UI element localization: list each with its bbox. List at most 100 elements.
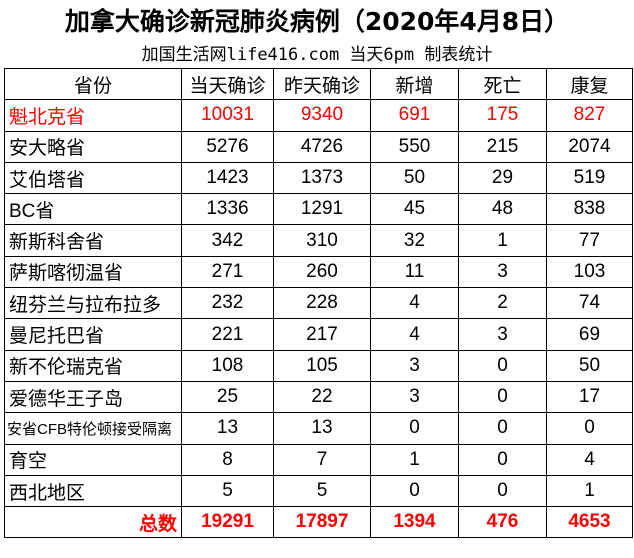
value-cell: 3 [370, 380, 459, 414]
column-header: 昨天确诊 [273, 67, 371, 101]
value-cell: 550 [370, 130, 459, 163]
value-cell: 0 [458, 412, 547, 445]
value-cell: 3 [370, 349, 459, 382]
cases-table: 省份 当天确诊 昨天确诊 新增 死亡 康复 魁北克省 10031 9340 691 175 827 安… [4, 67, 633, 539]
table-row: 安大略省 5276 4726 550 215 2074 [4, 130, 633, 163]
value-cell: 3 [458, 255, 547, 289]
header-row: 省份 当天确诊 昨天确诊 新增 死亡 康复 [4, 67, 633, 101]
table-row: 爱德华王子岛 25 22 3 0 17 [4, 380, 633, 414]
province-cell: 安大略省 [4, 130, 182, 163]
province-cell: 安省CFB特伦顿接受隔离 [4, 412, 182, 445]
value-cell: 0 [458, 380, 547, 414]
table-row: 安省CFB特伦顿接受隔离 13 13 0 0 0 [4, 412, 633, 445]
value-cell: 1423 [181, 161, 274, 195]
value-cell: 4726 [273, 130, 371, 163]
value-cell: 1 [458, 224, 547, 257]
province-cell: BC省 [4, 193, 182, 226]
province-cell: 西北地区 [4, 474, 182, 508]
value-cell: 29 [458, 161, 547, 195]
value-cell: 342 [181, 224, 274, 257]
table-row: 育空 8 7 1 0 4 [4, 443, 633, 476]
subtitle: 加国生活网life416.com 当天6pm 制表统计 [141, 45, 493, 65]
value-cell: 74 [546, 287, 633, 320]
value-cell: 25 [181, 380, 274, 414]
value-cell: 22 [273, 380, 371, 414]
value-cell: 1 [546, 474, 633, 508]
value-cell: 1336 [181, 193, 274, 226]
value-cell: 228 [273, 287, 371, 320]
value-cell: 1 [370, 443, 459, 476]
value-cell: 260 [273, 255, 371, 289]
total-value: 1394 [370, 506, 459, 539]
total-row: 总数 19291 17897 1394 476 4653 [4, 506, 633, 539]
value-cell: 9340 [273, 99, 371, 132]
value-cell: 4 [370, 287, 459, 320]
province-cell: 魁北克省 [4, 99, 182, 132]
value-cell: 827 [546, 99, 633, 132]
province-cell: 萨斯喀彻温省 [4, 255, 182, 289]
value-cell: 50 [546, 349, 633, 382]
column-header: 新增 [370, 67, 459, 101]
table-row: 萨斯喀彻温省 271 260 11 3 103 [4, 255, 633, 289]
value-cell: 0 [458, 474, 547, 508]
value-cell: 0 [458, 443, 547, 476]
column-header: 省份 [4, 67, 182, 101]
province-cell: 新斯科舍省 [4, 224, 182, 257]
value-cell: 2 [458, 287, 547, 320]
value-cell: 13 [181, 412, 274, 445]
province-cell: 爱德华王子岛 [4, 380, 182, 414]
table-row: 西北地区 5 5 0 0 1 [4, 474, 633, 508]
value-cell: 838 [546, 193, 633, 226]
value-cell: 4 [370, 318, 459, 351]
value-cell: 1373 [273, 161, 371, 195]
value-cell: 108 [181, 349, 274, 382]
value-cell: 105 [273, 349, 371, 382]
value-cell: 48 [458, 193, 547, 226]
value-cell: 232 [181, 287, 274, 320]
total-value: 4653 [546, 506, 633, 539]
column-header: 康复 [546, 67, 633, 101]
column-header: 当天确诊 [181, 67, 274, 101]
value-cell: 519 [546, 161, 633, 195]
value-cell: 310 [273, 224, 371, 257]
province-cell: 曼尼托巴省 [4, 318, 182, 351]
value-cell: 221 [181, 318, 274, 351]
value-cell: 5 [273, 474, 371, 508]
value-cell: 175 [458, 99, 547, 132]
value-cell: 13 [273, 412, 371, 445]
table-row: 艾伯塔省 1423 1373 50 29 519 [4, 161, 633, 195]
value-cell: 0 [370, 474, 459, 508]
page-title: 加拿大确诊新冠肺炎病例（2020年4月8日） [64, 7, 570, 36]
value-cell: 5 [181, 474, 274, 508]
province-cell: 艾伯塔省 [4, 161, 182, 195]
table-row: 新斯科舍省 342 310 32 1 77 [4, 224, 633, 257]
value-cell: 691 [370, 99, 459, 132]
value-cell: 45 [370, 193, 459, 226]
value-cell: 50 [370, 161, 459, 195]
table-row: 魁北克省 10031 9340 691 175 827 [4, 99, 633, 132]
total-value: 17897 [273, 506, 371, 539]
total-value: 19291 [181, 506, 274, 539]
value-cell: 2074 [546, 130, 633, 163]
value-cell: 3 [458, 318, 547, 351]
total-label: 总数 [4, 506, 182, 539]
value-cell: 1291 [273, 193, 371, 226]
value-cell: 77 [546, 224, 633, 257]
value-cell: 0 [370, 412, 459, 445]
value-cell: 0 [546, 412, 633, 445]
value-cell: 103 [546, 255, 633, 289]
total-value: 476 [458, 506, 547, 539]
value-cell: 271 [181, 255, 274, 289]
table-row: 曼尼托巴省 221 217 4 3 69 [4, 318, 633, 351]
value-cell: 11 [370, 255, 459, 289]
value-cell: 5276 [181, 130, 274, 163]
column-header: 死亡 [458, 67, 547, 101]
province-cell: 育空 [4, 443, 182, 476]
value-cell: 17 [546, 380, 633, 414]
table-row: BC省 1336 1291 45 48 838 [4, 193, 633, 226]
value-cell: 217 [273, 318, 371, 351]
province-cell: 新不伦瑞克省 [4, 349, 182, 382]
value-cell: 0 [458, 349, 547, 382]
province-cell: 纽芬兰与拉布拉多 [4, 287, 182, 320]
value-cell: 8 [181, 443, 274, 476]
